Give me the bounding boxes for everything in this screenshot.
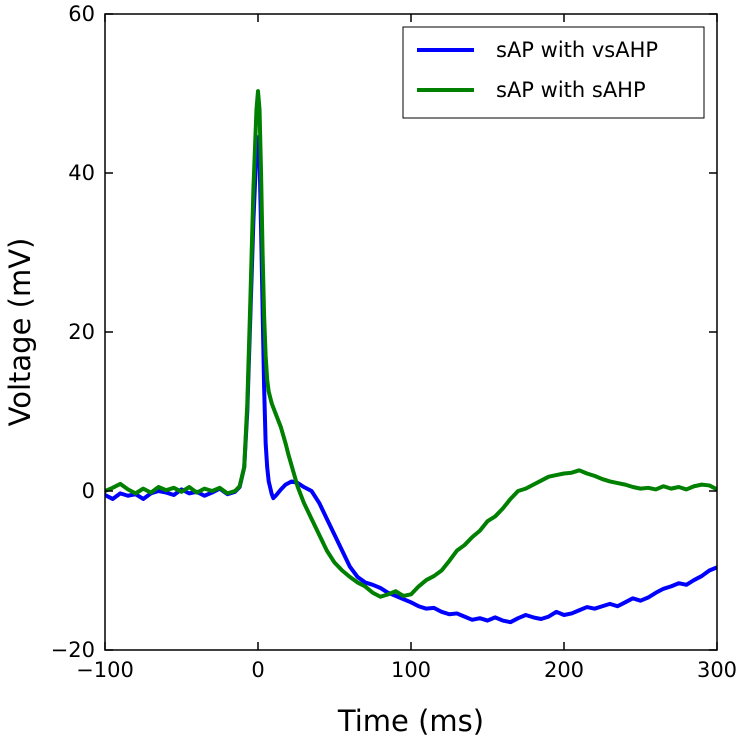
- y-tick-label: 20: [68, 320, 95, 344]
- x-tick-label: −100: [76, 658, 134, 682]
- y-tick-label: −20: [51, 638, 95, 662]
- x-tick-label: 300: [697, 658, 737, 682]
- series-line-1: [105, 89, 717, 599]
- series-line-0: [105, 135, 717, 625]
- y-tick-label: 0: [82, 479, 95, 503]
- legend-label-sahp: sAP with sAHP: [496, 78, 646, 102]
- legend-label-vsahp: sAP with vsAHP: [496, 38, 658, 62]
- legend-box: [402, 26, 705, 119]
- y-tick-label: 40: [68, 161, 95, 185]
- y-tick-label: 60: [68, 2, 95, 26]
- legend: sAP with vsAHP sAP with sAHP: [402, 26, 705, 119]
- tick-layer: −100 0 100 200 300 −20 0 20 40 60: [51, 2, 737, 682]
- y-axis-label: Voltage (mV): [3, 238, 37, 427]
- x-tick-label: 0: [251, 658, 264, 682]
- series-layer: [105, 89, 717, 625]
- x-tick-label: 100: [391, 658, 431, 682]
- x-axis-label: Time (ms): [337, 704, 484, 738]
- x-tick-label: 200: [544, 658, 584, 682]
